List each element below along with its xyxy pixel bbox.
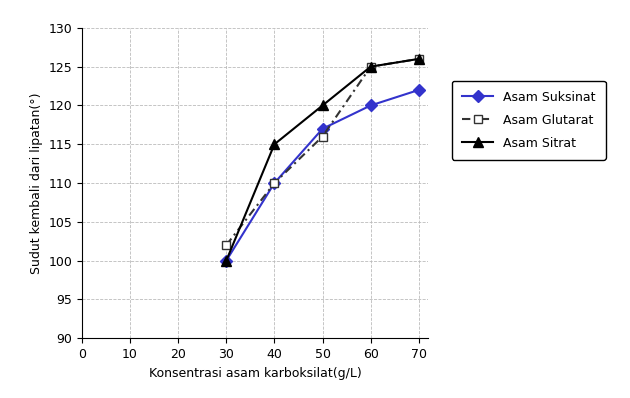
X-axis label: Konsentrasi asam karboksilat(g/L): Konsentrasi asam karboksilat(g/L) (149, 367, 362, 380)
Legend: Asam Suksinat, Asam Glutarat, Asam Sitrat: Asam Suksinat, Asam Glutarat, Asam Sitra… (452, 81, 605, 160)
Y-axis label: Sudut kembali dari lipatan(°): Sudut kembali dari lipatan(°) (30, 92, 43, 274)
